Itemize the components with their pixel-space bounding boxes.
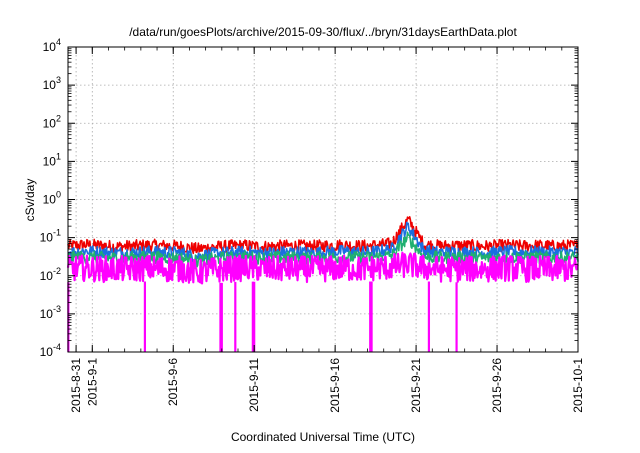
y-axis-label: cSv/day — [23, 179, 37, 222]
x-tick-label: 2015-9-26 — [490, 358, 504, 413]
chart-title: /data/run/goesPlots/archive/2015-09-30/f… — [129, 25, 517, 39]
y-tick-label: 10-3 — [40, 304, 61, 321]
y-tick-label: 10-4 — [40, 342, 61, 359]
dropout-group — [67, 281, 458, 352]
y-tick-label: 103 — [43, 75, 61, 92]
x-tick-label: 2015-8-31 — [69, 358, 83, 413]
x-axis-label: Coordinated Universal Time (UTC) — [231, 430, 415, 444]
y-tick-labels: 10-4 10-3 10-2 10-1 100 101 102 103 104 — [40, 37, 61, 359]
y-tick-label: 101 — [43, 151, 61, 168]
ticks — [68, 46, 579, 353]
y-tick-label: 102 — [43, 113, 61, 130]
x-tick-label: 2015-9-16 — [328, 358, 342, 413]
y-tick-label: 10-1 — [40, 228, 61, 245]
series-line-2 — [67, 221, 579, 263]
x-tick-label: 2015-9-21 — [409, 358, 423, 413]
x-tick-label: 2015-9-1 — [85, 358, 99, 406]
x-tick-label: 2015-9-11 — [247, 358, 261, 412]
x-tick-label: 2015-10-1 — [571, 358, 585, 413]
series-line-4 — [66, 251, 579, 285]
x-tick-label: 2015-9-6 — [166, 358, 180, 406]
y-tick-label: 100 — [43, 190, 61, 207]
series-group — [66, 216, 579, 285]
y-tick-label: 104 — [43, 37, 61, 54]
y-tick-label: 10-2 — [40, 266, 61, 283]
x-tick-labels: 2015-8-31 2015-9-1 2015-9-6 2015-9-11 2015-9… — [69, 358, 585, 413]
